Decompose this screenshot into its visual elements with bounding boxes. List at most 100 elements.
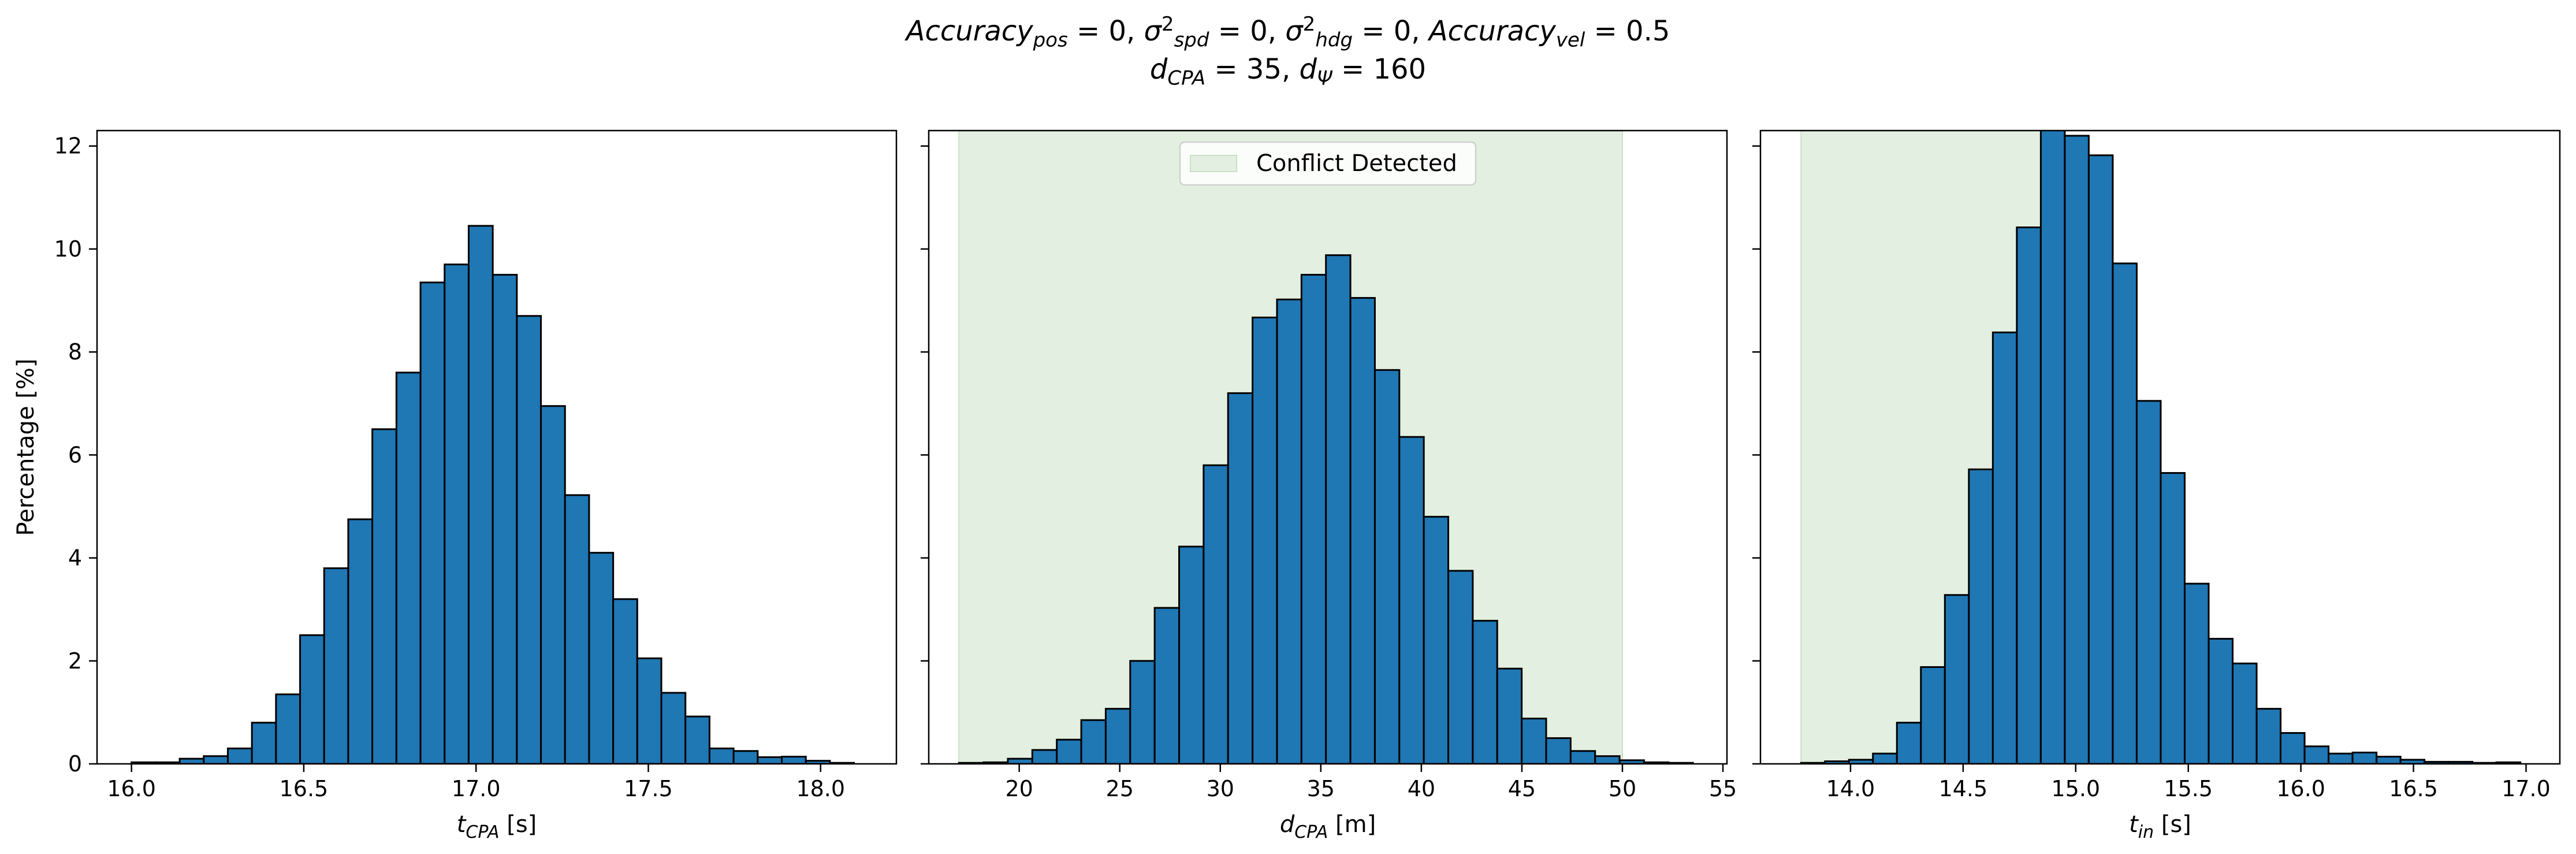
histogram-bar — [1373, 369, 1401, 764]
chart-panel-3: 14.0 14.5 15.0 15.5 16.0 16.5 17.0 tin [s] — [1752, 129, 2561, 842]
histogram-bar — [1872, 752, 1898, 764]
legend-box — [1179, 141, 1477, 186]
x-tick-label: 14.5 — [1939, 776, 1988, 801]
histogram-bar — [1521, 718, 1547, 764]
histogram-bar — [2351, 751, 2378, 764]
y-tick-label: 8 — [68, 339, 82, 365]
histogram-bar — [612, 598, 638, 764]
x-tick-label: 15.5 — [2164, 776, 2213, 801]
x-tick-label: 55 — [1709, 776, 1737, 801]
histogram-bar — [1991, 331, 2018, 764]
histogram-bar — [564, 494, 590, 764]
histogram-bar — [516, 315, 542, 764]
x-axis-label: tin [s] — [2129, 811, 2191, 842]
x-axis-label: tCPA [s] — [457, 811, 537, 842]
histogram-bar — [1252, 316, 1278, 764]
histogram-bar — [178, 758, 205, 764]
x-tick-label: 18.0 — [796, 776, 845, 801]
histogram-bar — [684, 715, 710, 764]
x-tick-label: 50 — [1609, 776, 1636, 801]
x-tick-label: 45 — [1508, 776, 1536, 801]
histogram-bar — [2039, 131, 2066, 764]
axes-frame — [1759, 129, 2561, 765]
histogram-bar — [1920, 666, 1946, 764]
chart-panel-1: 16.0 16.5 17.0 17.5 18.0 0 2 4 6 8 10 12 tCPA [s] Per… — [13, 129, 898, 842]
y-tick-label: 6 — [68, 442, 82, 467]
title-fragment: pos — [1033, 28, 1068, 52]
x-tick-label: 16.0 — [107, 776, 156, 801]
histogram-bar — [299, 634, 325, 764]
histogram-bar — [1300, 273, 1327, 764]
histogram-bar — [732, 750, 759, 764]
title-fragment: d — [1149, 53, 1168, 86]
x-tick-label: 17.0 — [452, 776, 501, 801]
x-tick-label: 17.0 — [2501, 776, 2551, 801]
histogram-bar — [275, 693, 301, 764]
figure-subtitle: dCPA = 35, dΨ = 160 — [0, 53, 2576, 90]
histogram-bar — [588, 552, 615, 764]
histogram-bar — [323, 567, 349, 764]
histogram-bar — [251, 722, 277, 764]
histogram-bar — [1031, 749, 1058, 764]
chart-panel-2: 20 25 30 35 40 45 50 55 dCPA [m] Conflict Detecte… — [921, 129, 1737, 842]
histogram-bar — [540, 405, 566, 764]
histogram-bar — [1496, 667, 1523, 764]
histogram-bar — [1104, 708, 1131, 764]
histogram-bar — [2303, 745, 2330, 764]
x-tick-label: 40 — [1408, 776, 1435, 801]
title-fragment: Accuracy — [1428, 15, 1556, 47]
x-tick-label: 30 — [1207, 776, 1234, 801]
histogram-bar — [2328, 752, 2354, 764]
plot-area — [131, 225, 855, 764]
histogram-bar — [467, 225, 494, 764]
title-fragment: spd — [1174, 28, 1209, 52]
x-tick-label: 35 — [1307, 776, 1335, 801]
histogram-bar — [708, 747, 735, 764]
x-tick-label: 15.0 — [2051, 776, 2100, 801]
title-fragment: σ — [1144, 15, 1162, 47]
histogram-bar — [781, 756, 807, 764]
histogram-bar — [1944, 594, 1970, 764]
histogram-bar — [1007, 758, 1033, 764]
axes-frame — [928, 129, 1728, 765]
histogram-bar — [371, 428, 397, 764]
histogram-bar — [1569, 750, 1596, 764]
histogram-bar — [1447, 570, 1474, 764]
y-tick-label: 12 — [54, 133, 82, 159]
legend-swatch — [1190, 155, 1237, 172]
histogram-bar — [492, 273, 518, 764]
title-main-text: Accuracypos = 0, σ2spd = 0, σ2hdg = 0, A… — [906, 13, 1670, 52]
histogram-bar — [1153, 607, 1181, 764]
x-tick-label: 16.5 — [2389, 776, 2438, 801]
title-fragment: = 160 — [1332, 53, 1427, 86]
histogram-bar — [2255, 708, 2282, 764]
histogram-bar — [2135, 400, 2162, 764]
histogram-bar — [1325, 254, 1352, 764]
title-fragment: 2 — [1302, 13, 1316, 36]
title-fragment: Ψ — [1316, 66, 1332, 90]
figure-title: Accuracypos = 0, σ2spd = 0, σ2hdg = 0, A… — [0, 13, 2576, 52]
plot-area — [958, 131, 1694, 764]
histogram-bar — [1423, 515, 1450, 764]
histogram-bar — [347, 518, 374, 764]
legend-label: Conflict Detected — [1256, 150, 1457, 177]
histogram-bar — [1545, 737, 1572, 764]
title-fragment: CPA — [1167, 66, 1206, 90]
histogram-bar — [1129, 660, 1156, 764]
histogram-bar — [395, 372, 422, 764]
title-fragment: = 0, — [1209, 15, 1286, 47]
histogram-bar — [2160, 472, 2186, 764]
histogram-bar — [1398, 436, 1425, 764]
title-fragment: d — [1299, 53, 1317, 86]
x-tick-label: 14.0 — [1826, 776, 1875, 801]
histogram-bar — [444, 263, 470, 764]
y-tick-label: 0 — [68, 751, 82, 777]
histogram-bar — [226, 747, 253, 764]
y-tick-label: 4 — [68, 545, 82, 571]
histogram-bar — [660, 692, 687, 764]
histogram-bar — [2112, 262, 2138, 764]
legend: Conflict Detected — [1179, 141, 1477, 186]
y-axis-label: Percentage [%] — [13, 359, 39, 536]
histogram-bar — [1227, 392, 1254, 764]
